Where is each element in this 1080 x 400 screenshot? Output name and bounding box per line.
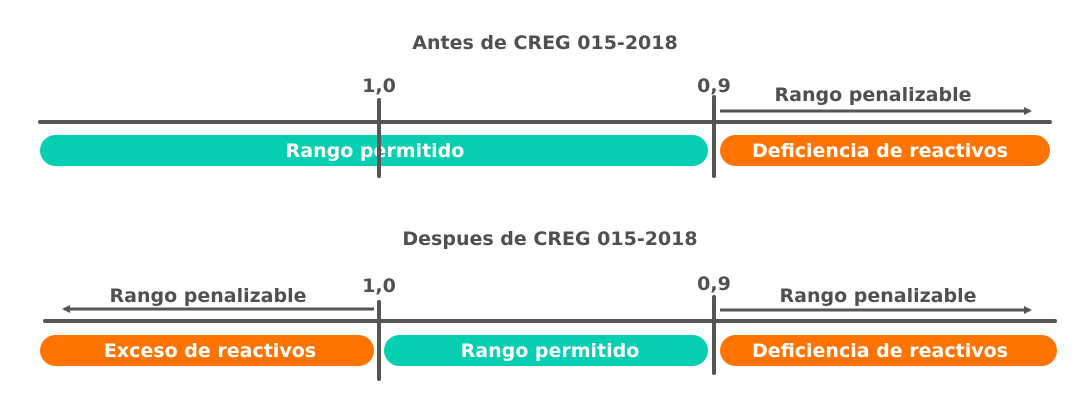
after-left-arrow-label: Rango penalizable <box>110 285 307 307</box>
after-tick-2-label: 0,9 <box>697 273 731 295</box>
before-deficiency-label: Deficiencia de reactivos <box>752 140 1008 162</box>
before-tick-2-label: 0,9 <box>697 75 731 97</box>
after-right-arrow-label: Rango penalizable <box>780 285 977 307</box>
before-permitted-label: Rango permitido <box>286 140 465 162</box>
before-tick-1-label: 1,0 <box>362 75 396 97</box>
after-excess-label: Exceso de reactivos <box>104 340 316 362</box>
after-title: Despues de CREG 015-2018 <box>402 228 697 250</box>
before-permitted-bar <box>40 135 708 166</box>
before-right-arrow-label: Rango penalizable <box>775 84 972 106</box>
after-permitted-label: Rango permitido <box>461 340 640 362</box>
after-section: Despues de CREG 015-2018 Exceso de react… <box>40 228 1057 381</box>
before-deficiency-bar <box>720 135 1050 166</box>
before-section: Antes de CREG 015-2018 Rango permitido D… <box>38 32 1052 178</box>
after-permitted-bar <box>384 335 708 366</box>
after-deficiency-bar <box>720 335 1057 366</box>
before-title: Antes de CREG 015-2018 <box>412 32 677 54</box>
after-tick-1-label: 1,0 <box>362 275 396 297</box>
after-deficiency-label: Deficiencia de reactivos <box>752 340 1008 362</box>
after-excess-bar <box>40 335 374 366</box>
